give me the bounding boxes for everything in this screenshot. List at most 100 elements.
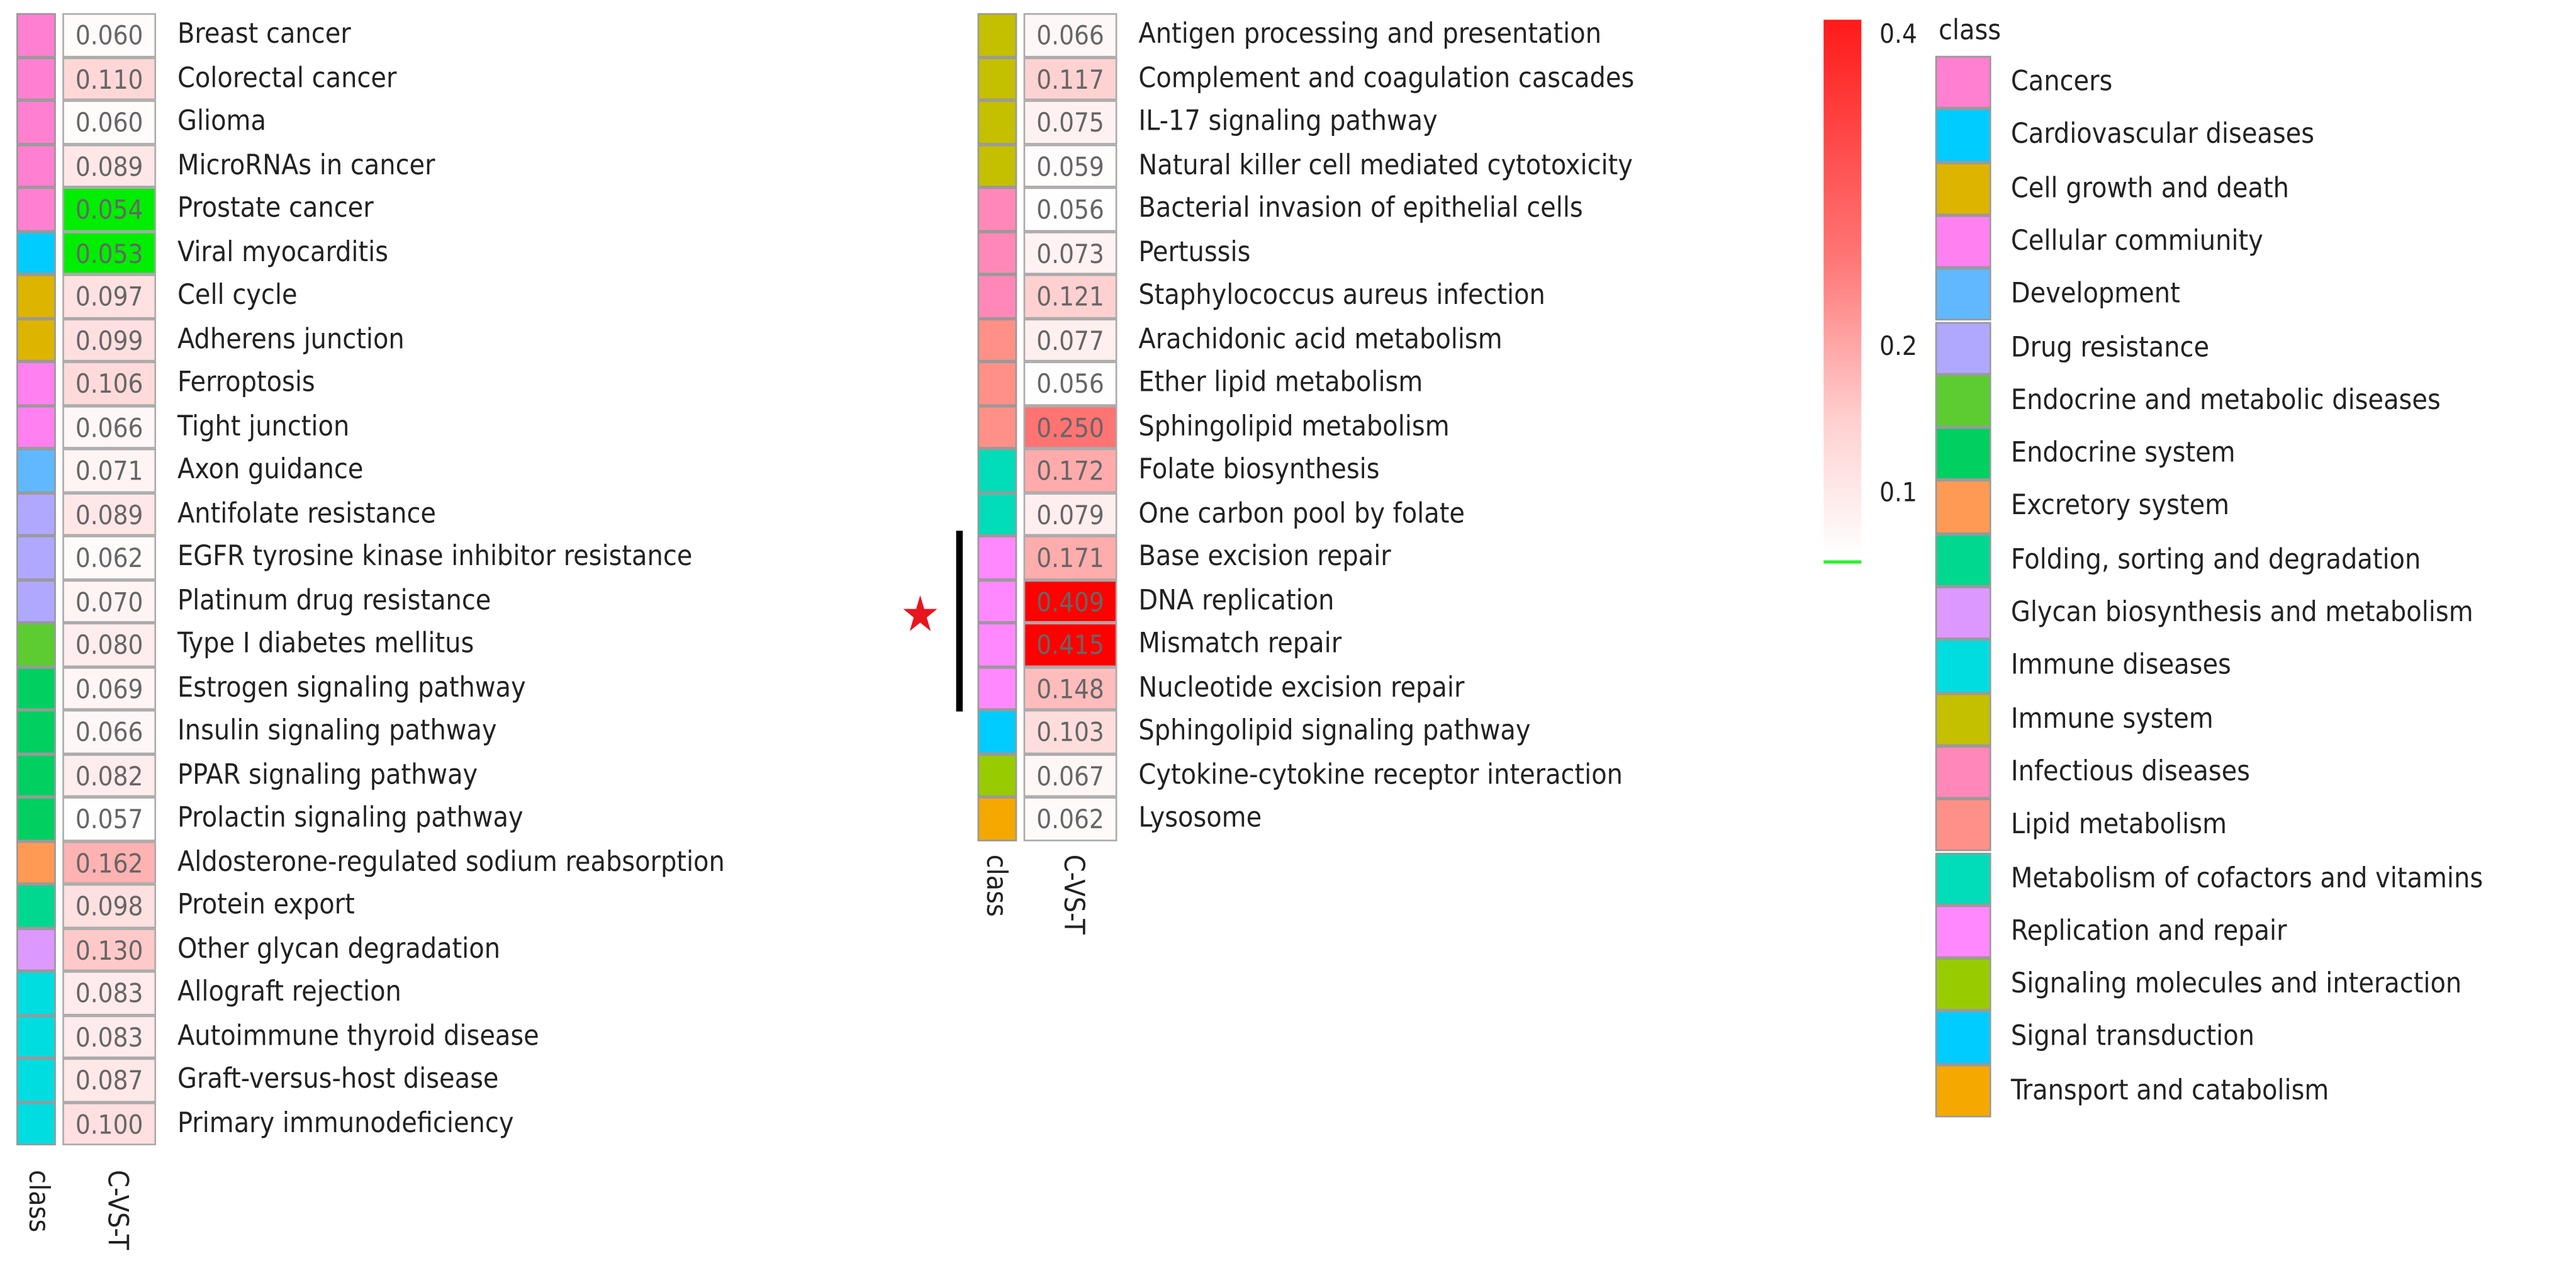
legend-swatch	[1935, 958, 1991, 1011]
legend-item: Immune system	[1935, 692, 2576, 746]
value-cell: 0.099	[62, 318, 157, 362]
heatmap-row: 0.415 Mismatch repair	[977, 622, 1832, 666]
pathway-label: Base excision repair	[1138, 541, 1391, 574]
pathway-label: Tight junction	[177, 410, 350, 443]
class-cell	[16, 13, 56, 57]
pathway-label: Axon guidance	[177, 453, 364, 486]
legend-swatch	[1935, 374, 1991, 428]
value-cell: 0.073	[1023, 230, 1117, 275]
pathway-label: Autoimmune thyroid disease	[177, 1019, 539, 1053]
legend-item: Infectious diseases	[1935, 746, 2576, 799]
legend-swatch	[1935, 215, 1991, 269]
class-cell	[977, 709, 1017, 754]
class-cell	[16, 143, 56, 188]
pathway-label: Aldosterone-regulated sodium reabsorptio…	[177, 845, 725, 879]
class-cell	[977, 405, 1017, 449]
value-cell: 0.083	[62, 971, 157, 1015]
legend-swatch	[1935, 427, 1991, 481]
color-scale-tick: 0.1	[1879, 476, 1917, 508]
class-column-label: class	[21, 1170, 55, 1233]
class-cell	[16, 57, 56, 101]
legend-label: Cancers	[2010, 65, 2113, 99]
class-cell	[16, 361, 56, 405]
legend-label: Replication and repair	[2010, 914, 2287, 948]
value-cell: 0.083	[62, 1014, 157, 1059]
legend-label: Glycan biosynthesis and metabolism	[2010, 596, 2473, 630]
heatmap-row: 0.080 Type I diabetes mellitus	[16, 622, 871, 666]
pathway-label: Sphingolipid metabolism	[1138, 410, 1450, 443]
color-scale-low-marker	[1823, 560, 1862, 564]
pathway-label: Primary immunodeficiency	[177, 1106, 514, 1140]
heatmap-row: 0.067 Cytokine-cytokine receptor interact…	[977, 753, 1832, 797]
pathway-label: Adherens junction	[177, 323, 405, 356]
legend-swatch	[1935, 799, 1991, 852]
heatmap-row: 0.066 Insulin signaling pathway	[16, 709, 871, 754]
class-cell	[16, 491, 56, 536]
legend-swatch	[1935, 587, 1991, 640]
column-label: C-VS-T	[1056, 854, 1090, 935]
heatmap-row: 0.056 Ether lipid metabolism	[977, 361, 1832, 405]
pathway-label: Nucleotide excision repair	[1138, 671, 1465, 704]
legend-item: Development	[1935, 268, 2576, 322]
class-cell	[977, 753, 1017, 797]
heatmap-row: 0.053 Viral myocarditis	[16, 230, 871, 275]
heatmap-row: 0.060 Breast cancer	[16, 13, 871, 57]
class-cell	[977, 143, 1017, 188]
pathway-label: Viral myocarditis	[177, 235, 389, 269]
legend-item: Immune diseases	[1935, 639, 2576, 693]
legend-item: Replication and repair	[1935, 905, 2576, 958]
class-cell	[16, 622, 56, 666]
color-scale-tick: 0.2	[1879, 330, 1917, 362]
legend-swatch	[1935, 746, 1991, 799]
heatmap-row: 0.083 Allograft rejection	[16, 971, 871, 1015]
value-cell: 0.409	[1023, 579, 1117, 623]
legend-swatch	[1935, 55, 1991, 110]
class-cell	[977, 13, 1017, 57]
legend-label: Development	[2010, 278, 2180, 311]
pathway-label: Folate biosynthesis	[1138, 453, 1380, 486]
class-cell	[977, 579, 1017, 623]
legend-item: Cardiovascular diseases	[1935, 109, 2576, 162]
value-cell: 0.054	[62, 187, 157, 231]
value-cell: 0.080	[62, 622, 157, 666]
legend-label: Cell growth and death	[2010, 172, 2289, 205]
legend-label: Immune system	[2010, 702, 2214, 736]
pathway-label: Allograft rejection	[177, 975, 401, 1009]
value-cell: 0.171	[1023, 536, 1117, 580]
heatmap-row: 0.057 Prolactin signaling pathway	[16, 797, 871, 841]
legend-swatch	[1935, 639, 1991, 693]
value-cell: 0.148	[1023, 666, 1117, 710]
legend-title: class	[1938, 14, 2002, 48]
pathway-label: DNA replication	[1138, 584, 1335, 617]
heatmap-row: 0.110 Colorectal cancer	[16, 57, 871, 101]
pathway-label: Staphylococcus aureus infection	[1138, 279, 1545, 313]
value-cell: 0.056	[1023, 361, 1117, 405]
heatmap-row: 0.130 Other glycan degradation	[16, 927, 871, 972]
pathway-label: One carbon pool by folate	[1138, 497, 1465, 531]
pathway-label: Breast cancer	[177, 18, 351, 51]
class-cell	[977, 57, 1017, 101]
heatmap-row: 0.059 Natural killer cell mediated cytoto…	[977, 143, 1832, 188]
legend-item: Lipid metabolism	[1935, 799, 2576, 852]
legend-swatch	[1935, 321, 1991, 374]
heatmap-row: 0.087 Graft-versus-host disease	[16, 1058, 871, 1102]
pathway-label: Sphingolipid signaling pathway	[1138, 714, 1531, 748]
value-cell: 0.066	[1023, 13, 1117, 57]
value-cell: 0.103	[1023, 709, 1117, 754]
pathway-label: Ether lipid metabolism	[1138, 366, 1423, 400]
class-cell	[16, 709, 56, 754]
class-cell	[16, 1101, 56, 1145]
class-cell	[16, 1014, 56, 1059]
value-cell: 0.415	[1023, 622, 1117, 666]
value-cell: 0.117	[1023, 57, 1117, 101]
pathway-label: Insulin signaling pathway	[177, 714, 497, 748]
value-cell: 0.097	[62, 274, 157, 318]
legend-label: Cellular commiunity	[2010, 225, 2263, 258]
value-cell: 0.110	[62, 57, 157, 101]
value-cell: 0.250	[1023, 405, 1117, 449]
legend-swatch	[1935, 851, 1991, 906]
legend-swatch	[1935, 480, 1991, 534]
heatmap-row: 0.079 One carbon pool by folate	[977, 491, 1832, 536]
pathway-label: Prolactin signaling pathway	[177, 802, 524, 835]
